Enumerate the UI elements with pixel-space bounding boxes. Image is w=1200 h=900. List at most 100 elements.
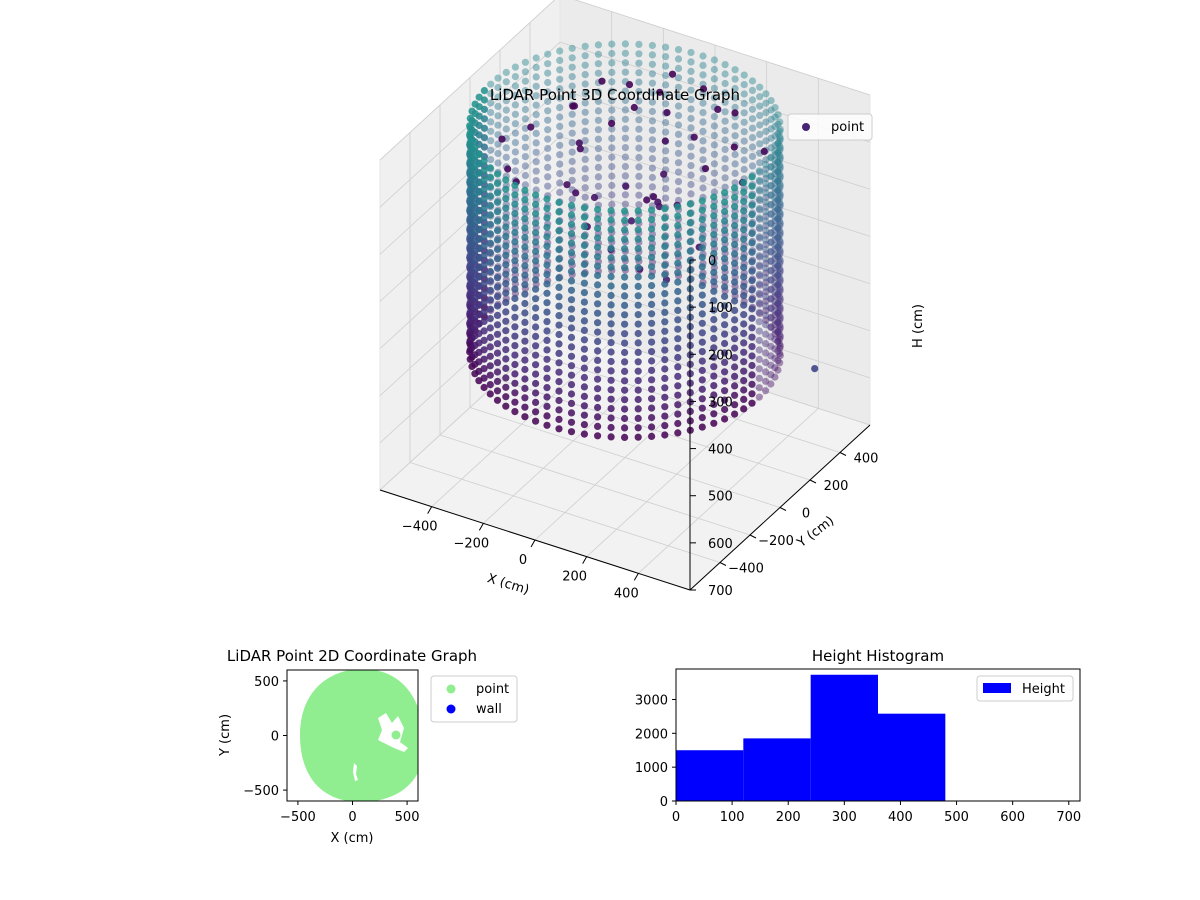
- lidar-point: [762, 316, 770, 324]
- lidar-point: [710, 212, 718, 220]
- x-tick-label: 400: [614, 586, 639, 601]
- lidar-point: [699, 127, 707, 135]
- lidar-point: [663, 109, 671, 117]
- lidar-point: [755, 270, 763, 279]
- lidar-point: [774, 148, 782, 157]
- lidar-point: [767, 267, 775, 275]
- lidar-point: [661, 393, 669, 401]
- lidar-point: [740, 329, 748, 337]
- lidar-point: [648, 117, 657, 125]
- lidar-point: [648, 348, 656, 356]
- lidar-point: [594, 69, 603, 77]
- lidar-point: [762, 278, 770, 286]
- lidar-point: [776, 135, 784, 143]
- lidar-point: [771, 160, 779, 168]
- lidar-point: [621, 200, 630, 208]
- lidar-point: [710, 131, 719, 140]
- lidar-point: [756, 102, 764, 110]
- lidar-point: [762, 311, 770, 319]
- lidar-point: [721, 349, 729, 357]
- lidar-point: [648, 51, 657, 59]
- lidar-point: [674, 102, 683, 110]
- lidar-point: [698, 197, 706, 205]
- lidar-point: [698, 225, 706, 233]
- lidar-point: [555, 396, 563, 405]
- lidar-point: [762, 274, 770, 282]
- lidar-point: [662, 156, 670, 164]
- lidar-point: [580, 289, 589, 297]
- lidar-point: [776, 278, 784, 286]
- lidar-point: [468, 136, 476, 144]
- lidar-point: [555, 406, 563, 414]
- lidar-point: [648, 376, 656, 384]
- lidar-point: [748, 286, 756, 294]
- lidar-point: [648, 136, 657, 144]
- lidar-point: [502, 374, 510, 382]
- lidar-point: [594, 224, 602, 232]
- lidar-point: [487, 127, 495, 135]
- lidar-point: [543, 355, 551, 363]
- lidar-point: [608, 200, 616, 208]
- lidar-point: [748, 152, 757, 160]
- lidar-point: [621, 245, 629, 253]
- lidar-point: [762, 193, 770, 202]
- lidar-point: [687, 152, 695, 160]
- histogram-bar: [810, 674, 878, 801]
- lidar-point: [502, 223, 510, 231]
- x-tick: [478, 523, 484, 531]
- lidar-point: [661, 431, 669, 439]
- lidar-point: [756, 177, 764, 186]
- lidar-point: [555, 378, 563, 386]
- lidar-point: [521, 196, 529, 204]
- lidar-point: [767, 295, 775, 303]
- lidar-point: [771, 170, 779, 178]
- lidar-point: [762, 297, 770, 305]
- lidar-point: [486, 201, 494, 210]
- lidar-point: [635, 144, 643, 152]
- x-tick-label: 0: [519, 553, 527, 568]
- lidar-point: [634, 207, 642, 215]
- lidar-point: [774, 130, 782, 138]
- lidar-point: [661, 261, 669, 269]
- lidar-point: [621, 386, 629, 394]
- lidar-point: [543, 289, 551, 297]
- lidar-point: [468, 107, 476, 115]
- lidar-point: [776, 146, 784, 154]
- lidar-point: [648, 282, 656, 290]
- lidar-point: [710, 419, 718, 427]
- lidar-point: [776, 323, 784, 331]
- lidar-point: [521, 186, 529, 194]
- lidar-point: [771, 330, 779, 338]
- lidar-point: [635, 163, 643, 171]
- lidar-point: [532, 285, 540, 293]
- lidar-point: [567, 239, 576, 247]
- lidar-point: [532, 63, 540, 71]
- lidar-point: [511, 63, 519, 71]
- lidar-point: [594, 135, 603, 143]
- lidar-point: [762, 217, 770, 225]
- lidar-point: [486, 381, 494, 389]
- lidar-point: [511, 210, 519, 218]
- lidar-point: [634, 282, 642, 290]
- lidar-point: [687, 162, 695, 170]
- lidar-point: [771, 104, 779, 112]
- lidar-point: [762, 184, 770, 192]
- lidar-point: [710, 250, 718, 258]
- lidar-point: [621, 377, 629, 385]
- lidar-point: [643, 196, 651, 204]
- lidar-point: [635, 78, 643, 86]
- lidar-point: [731, 94, 739, 102]
- lidar-point: [698, 385, 706, 393]
- lidar-point: [755, 223, 763, 231]
- lidar-point: [721, 174, 729, 182]
- lidar-point: [731, 75, 739, 83]
- lidar-point: [494, 93, 502, 101]
- z-tick-label: 0: [708, 254, 716, 269]
- lidar-point: [774, 177, 782, 186]
- lidar-point: [767, 153, 775, 161]
- lidar-point: [771, 279, 779, 287]
- lidar-point: [486, 286, 494, 294]
- lidar-point: [521, 105, 530, 114]
- lidar-point: [607, 254, 615, 262]
